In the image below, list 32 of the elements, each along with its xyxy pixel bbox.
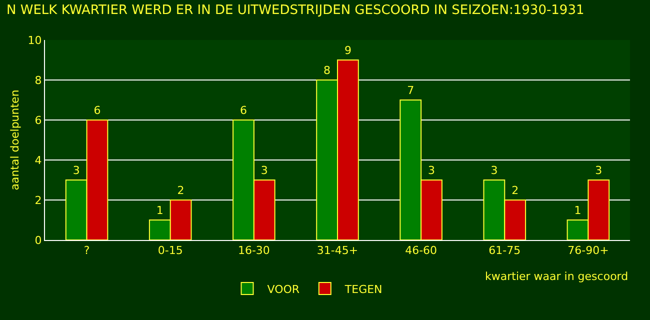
data-label: 3 bbox=[490, 164, 498, 177]
data-label: 3 bbox=[595, 164, 602, 177]
data-label: 3 bbox=[72, 164, 80, 177]
y-tick-label: 2 bbox=[34, 194, 42, 207]
data-label: 9 bbox=[344, 44, 352, 57]
chart-title: N WELK KWARTIER WERD ER IN DE UITWEDSTRIJDEN GESCOORD IN SEIZOEN:1930-1931 bbox=[6, 2, 584, 18]
y-tick-label: 0 bbox=[34, 234, 42, 247]
data-label: 2 bbox=[512, 184, 519, 197]
y-tick-label: 10 bbox=[28, 34, 42, 47]
data-label: 3 bbox=[428, 164, 436, 177]
y-tick-label: 4 bbox=[34, 154, 42, 167]
x-tick-label: 0-15 bbox=[158, 244, 183, 258]
x-tick-label: ? bbox=[84, 244, 90, 258]
data-label: 1 bbox=[574, 204, 582, 217]
y-axis-title: aantal doelpunten bbox=[8, 90, 22, 190]
x-tick-label: 61-75 bbox=[488, 244, 521, 258]
x-tick-label: 46-60 bbox=[405, 244, 438, 258]
data-label: 8 bbox=[324, 64, 331, 77]
legend-label: TEGEN bbox=[344, 282, 382, 296]
data-label: 6 bbox=[94, 104, 101, 117]
y-tick-label: 8 bbox=[34, 74, 42, 87]
x-axis-title: kwartier waar in gescoord bbox=[485, 270, 628, 283]
data-label: 1 bbox=[156, 204, 164, 217]
data-label: 3 bbox=[260, 164, 268, 177]
y-tick-label: 6 bbox=[34, 114, 42, 127]
x-tick-label: 31-45+ bbox=[316, 244, 358, 258]
legend-label: VOOR bbox=[267, 282, 300, 296]
x-tick-label: 76-90+ bbox=[568, 244, 609, 258]
x-tick-label: 16-30 bbox=[238, 244, 270, 258]
data-label: 7 bbox=[407, 84, 414, 97]
data-label: 2 bbox=[177, 184, 184, 197]
data-label: 6 bbox=[240, 104, 247, 117]
